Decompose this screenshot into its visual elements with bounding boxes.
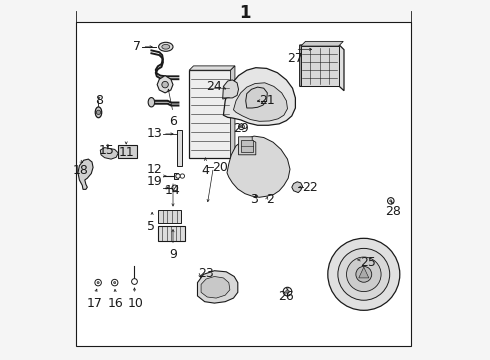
Polygon shape: [245, 87, 268, 108]
Circle shape: [240, 126, 243, 128]
Bar: [241, 140, 253, 152]
Polygon shape: [201, 276, 230, 298]
Circle shape: [176, 174, 180, 178]
Polygon shape: [323, 212, 401, 337]
Circle shape: [328, 238, 400, 310]
Polygon shape: [157, 76, 173, 93]
Bar: [301, 46, 339, 86]
Text: 27: 27: [288, 52, 303, 65]
Circle shape: [338, 248, 390, 300]
Circle shape: [346, 257, 381, 292]
Text: 16: 16: [107, 297, 123, 310]
Ellipse shape: [148, 98, 155, 107]
Bar: [118, 145, 137, 158]
Bar: [176, 130, 182, 166]
Text: 13: 13: [147, 127, 162, 140]
Text: 8: 8: [95, 94, 103, 107]
Polygon shape: [189, 66, 235, 70]
Text: 6: 6: [169, 115, 177, 128]
Polygon shape: [239, 137, 256, 155]
Text: 12: 12: [147, 163, 162, 176]
Text: 18: 18: [72, 164, 88, 177]
Circle shape: [283, 287, 292, 296]
Circle shape: [111, 279, 118, 286]
Polygon shape: [100, 148, 118, 159]
Text: 25: 25: [360, 256, 376, 269]
Text: 3: 3: [250, 193, 258, 206]
Circle shape: [356, 266, 372, 282]
Polygon shape: [292, 182, 303, 193]
Text: 26: 26: [278, 290, 294, 303]
Bar: [174, 173, 178, 179]
Text: 22: 22: [303, 181, 318, 194]
Circle shape: [162, 81, 169, 88]
Text: 2: 2: [266, 193, 274, 206]
Polygon shape: [301, 41, 343, 46]
Polygon shape: [223, 68, 295, 125]
Ellipse shape: [159, 42, 173, 51]
Circle shape: [390, 200, 392, 202]
Polygon shape: [78, 159, 93, 189]
Text: 5: 5: [147, 220, 155, 233]
Text: 11: 11: [118, 146, 134, 159]
Polygon shape: [222, 80, 239, 99]
Circle shape: [239, 124, 245, 130]
Ellipse shape: [162, 45, 170, 49]
Polygon shape: [231, 66, 235, 158]
Text: 7: 7: [133, 40, 141, 53]
Circle shape: [388, 198, 394, 204]
Text: 9: 9: [169, 248, 177, 261]
Polygon shape: [176, 131, 303, 331]
Polygon shape: [233, 83, 288, 121]
Circle shape: [180, 174, 185, 178]
Text: 23: 23: [198, 267, 214, 280]
Text: 24: 24: [206, 80, 221, 93]
Text: 15: 15: [98, 144, 114, 157]
Circle shape: [95, 279, 101, 286]
Text: 29: 29: [234, 122, 249, 135]
Bar: [158, 226, 185, 241]
Text: 1: 1: [239, 4, 251, 22]
Circle shape: [97, 282, 99, 284]
Text: 4: 4: [201, 164, 209, 177]
Polygon shape: [197, 271, 238, 303]
Polygon shape: [359, 267, 369, 278]
Polygon shape: [300, 45, 344, 91]
Text: 10: 10: [127, 297, 143, 310]
Text: 20: 20: [213, 161, 228, 174]
Polygon shape: [227, 136, 290, 197]
Text: 14: 14: [165, 184, 181, 197]
Circle shape: [286, 290, 289, 293]
Bar: [158, 210, 181, 223]
Circle shape: [172, 185, 178, 191]
Ellipse shape: [95, 107, 102, 118]
Text: 17: 17: [87, 297, 103, 310]
Circle shape: [97, 110, 100, 114]
Text: 28: 28: [385, 205, 400, 218]
Circle shape: [114, 282, 116, 284]
Bar: [189, 70, 231, 158]
Text: 19: 19: [147, 175, 162, 188]
Circle shape: [132, 279, 137, 284]
Text: 21: 21: [259, 94, 274, 107]
